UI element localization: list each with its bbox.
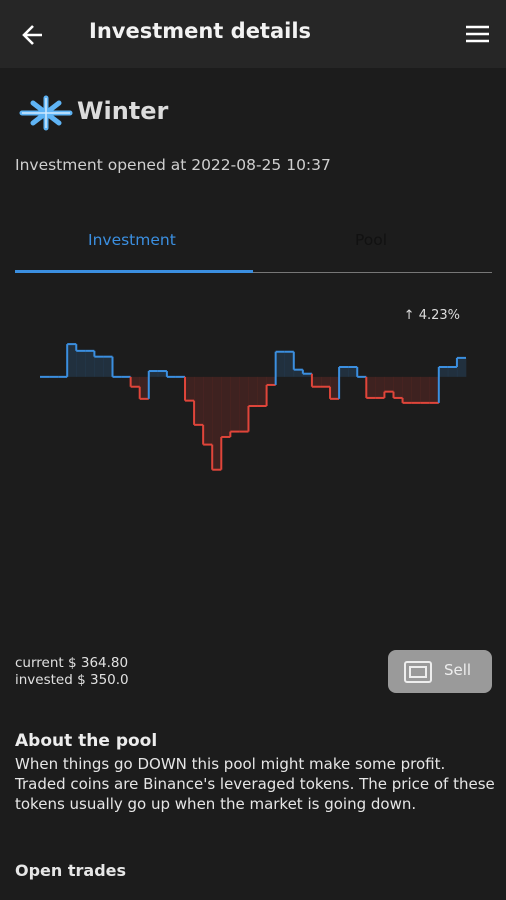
open-trades-title: Open trades <box>15 861 127 880</box>
tab-divider <box>15 272 492 273</box>
area <box>94 356 104 377</box>
area <box>330 376 340 399</box>
app-bar: Investment details <box>0 0 506 68</box>
area <box>366 376 376 398</box>
current-value: current $ 364.80 <box>15 655 129 671</box>
area <box>85 350 95 377</box>
area <box>456 357 467 377</box>
area <box>257 376 267 407</box>
area <box>203 376 213 445</box>
area <box>411 376 421 403</box>
area <box>67 344 77 377</box>
area <box>103 356 113 377</box>
area <box>284 351 295 377</box>
area <box>230 376 240 432</box>
tab-pool[interactable]: Pool <box>355 231 388 249</box>
area <box>130 376 141 387</box>
invested-value: invested $ 350.0 <box>15 672 129 688</box>
area <box>339 366 349 377</box>
sell-icon <box>404 661 432 683</box>
area <box>194 376 204 425</box>
area <box>302 373 313 377</box>
chart: ↑ 4.23% <box>40 308 467 471</box>
area <box>429 376 440 403</box>
snowflake-icon <box>19 95 73 131</box>
area <box>320 376 331 387</box>
area <box>447 366 458 377</box>
pool-name: Winter <box>77 97 169 125</box>
area <box>248 376 258 407</box>
about-title: About the pool <box>15 731 158 751</box>
area <box>185 376 195 401</box>
area <box>348 366 358 377</box>
area <box>221 376 231 437</box>
area <box>212 376 222 470</box>
area <box>239 376 249 432</box>
area <box>393 376 403 398</box>
tab-indicator <box>15 270 253 273</box>
area <box>266 376 276 385</box>
title: Investment details <box>89 19 312 43</box>
area <box>375 376 385 398</box>
change-label: ↑ 4.23% <box>404 308 460 323</box>
tab-investment[interactable]: Investment <box>88 231 176 249</box>
area <box>384 376 394 392</box>
sell-label: Sell <box>444 661 472 679</box>
area <box>311 376 322 387</box>
area <box>148 371 159 377</box>
area <box>402 376 412 403</box>
opened-date: Investment opened at 2022-08-25 10:37 <box>15 156 331 174</box>
sell-button[interactable]: Sell <box>388 650 492 693</box>
area <box>293 369 304 377</box>
area <box>438 366 449 377</box>
area <box>139 376 150 399</box>
back-button[interactable] <box>20 20 50 50</box>
area <box>275 351 286 377</box>
area <box>157 371 168 377</box>
area <box>420 376 431 403</box>
area <box>76 350 86 377</box>
menu-button[interactable] <box>465 24 491 46</box>
about-text: When things go DOWN this pool might make… <box>15 755 495 813</box>
